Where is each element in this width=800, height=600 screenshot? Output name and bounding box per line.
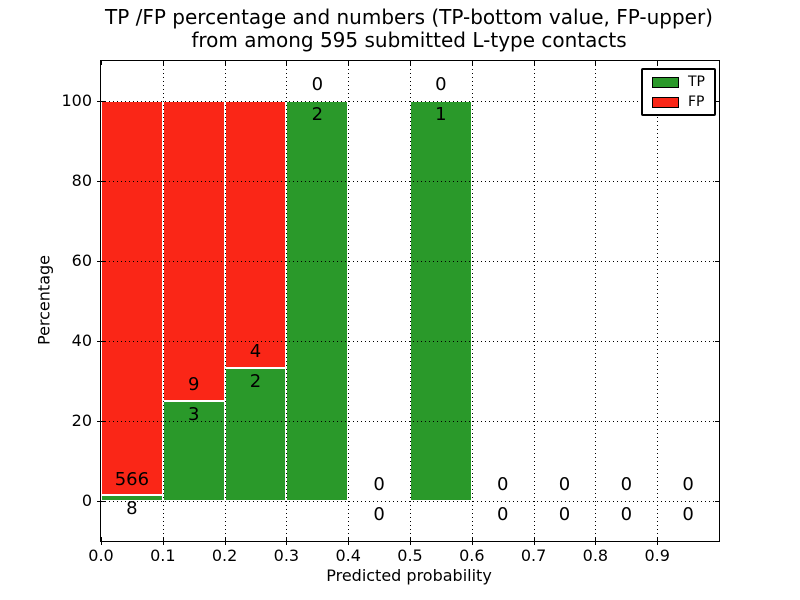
tick-mark (657, 61, 659, 65)
gridline-v (348, 61, 350, 541)
tick-mark (97, 421, 105, 422)
x-tick-label: 0.7 (520, 546, 547, 565)
legend-label-tp: TP (688, 74, 705, 90)
tick-mark (162, 61, 164, 65)
gridline-v (533, 61, 535, 541)
plot-area: 0.0 0.1 0.2 0.3 0.4 0.5 0.6 0.7 0.8 0.9 0 20 40 60 80 1… (61, 60, 720, 564)
annotation-fp-count: 0 (496, 474, 509, 496)
y-tick-label: 60 (71, 251, 92, 270)
bar-segment-tp (286, 101, 349, 501)
x-tick-label: 0.9 (644, 546, 670, 565)
bar-segment-fp (162, 101, 225, 401)
tick-mark (471, 61, 473, 65)
annotation-fp-count: 9 (187, 374, 200, 396)
tick-mark (595, 537, 597, 545)
tick-mark (97, 341, 105, 342)
bar-segment-fp (224, 101, 287, 368)
annotation-tp-count: 0 (620, 504, 633, 525)
legend-swatch-fp (652, 96, 679, 108)
tick-mark (595, 61, 597, 65)
annotation-fp-count: 0 (435, 74, 447, 96)
tick-mark (410, 61, 411, 65)
tick-mark (533, 537, 535, 545)
tick-mark (715, 421, 719, 422)
annotation-fp-count: 4 (249, 341, 262, 363)
tick-mark (471, 537, 473, 545)
annotation-fp-count: 0 (620, 474, 633, 496)
y-tick-label: 80 (71, 171, 92, 190)
gridline-v (471, 61, 473, 541)
x-tick-label: 0.1 (150, 546, 176, 565)
tick-mark (97, 181, 105, 182)
legend-row-tp: TP (652, 75, 705, 89)
annotation-tp-count: 0 (558, 504, 571, 525)
bar-segment-tp (410, 101, 472, 501)
bar-segment-fp (101, 101, 163, 496)
x-tick-label: 0.6 (459, 546, 485, 565)
y-tick-label: 0 (81, 491, 92, 510)
tick-mark (97, 101, 105, 102)
y-tick-label: 20 (71, 411, 92, 430)
annotation-tp-count: 3 (187, 404, 200, 425)
annotation-tp-count: 0 (373, 504, 385, 525)
x-tick-label: 0.3 (273, 546, 300, 565)
annotation-tp-count: 2 (311, 104, 324, 125)
annotation-fp-count: 0 (311, 74, 324, 96)
gridline-v (410, 61, 411, 541)
gridline-v (657, 61, 659, 541)
tick-mark (286, 537, 288, 545)
tick-mark (101, 61, 102, 65)
tick-mark (224, 61, 226, 65)
annotation-tp-count: 2 (249, 370, 262, 392)
tick-mark (348, 537, 350, 545)
bar-segment-tp (162, 401, 225, 501)
tick-mark (410, 537, 411, 545)
x-tick-label: 0.4 (335, 546, 361, 565)
tick-mark (97, 261, 105, 262)
x-tick-label: 0.8 (582, 546, 609, 565)
chart-title-line1: TP /FP percentage and numbers (TP-bottom… (105, 5, 713, 29)
tick-mark (224, 537, 226, 545)
tick-mark (162, 537, 164, 545)
annotation-tp-count: 0 (682, 504, 694, 525)
tick-mark (657, 537, 659, 545)
tick-mark (348, 61, 350, 65)
tick-mark (715, 501, 719, 502)
legend-row-fp: FP (652, 95, 705, 109)
tick-mark (715, 341, 719, 342)
annotation-fp-count: 0 (373, 474, 385, 496)
y-axis-label: Percentage (34, 254, 54, 346)
x-tick-label: 0.0 (88, 546, 114, 565)
x-tick-label: 0.2 (211, 546, 238, 565)
bar-segment-tp (101, 495, 163, 501)
legend-label-fp: FP (688, 94, 705, 110)
y-tick-label: 40 (71, 331, 92, 350)
gridline-v (286, 61, 288, 541)
annotation-fp-count: 0 (558, 474, 571, 496)
y-tick-label: 100 (61, 91, 92, 110)
gridline-v (224, 61, 226, 541)
chart-title: TP /FP percentage and numbers (TP-bottom… (100, 6, 718, 52)
tick-mark (533, 61, 535, 65)
legend-swatch-tp (652, 76, 679, 88)
tick-mark (97, 501, 105, 502)
chart-title-line2: from among 595 submitted L-type contacts (191, 28, 627, 52)
annotation-tp-count: 1 (435, 104, 447, 125)
x-tick-label: 0.5 (397, 546, 423, 565)
gridline-v (162, 61, 164, 541)
legend: TP FP (641, 68, 716, 116)
tick-mark (101, 537, 102, 545)
x-axis-label: Predicted probability (326, 566, 492, 585)
annotation-tp-count: 8 (126, 498, 138, 520)
tick-mark (715, 101, 719, 102)
annotation-fp-count: 566 (114, 468, 150, 490)
tick-mark (715, 261, 719, 262)
annotation-fp-count: 0 (682, 474, 694, 496)
tick-mark (715, 181, 719, 182)
annotation-tp-count: 0 (496, 504, 509, 525)
tick-mark (286, 61, 288, 65)
gridline-v (595, 61, 597, 541)
